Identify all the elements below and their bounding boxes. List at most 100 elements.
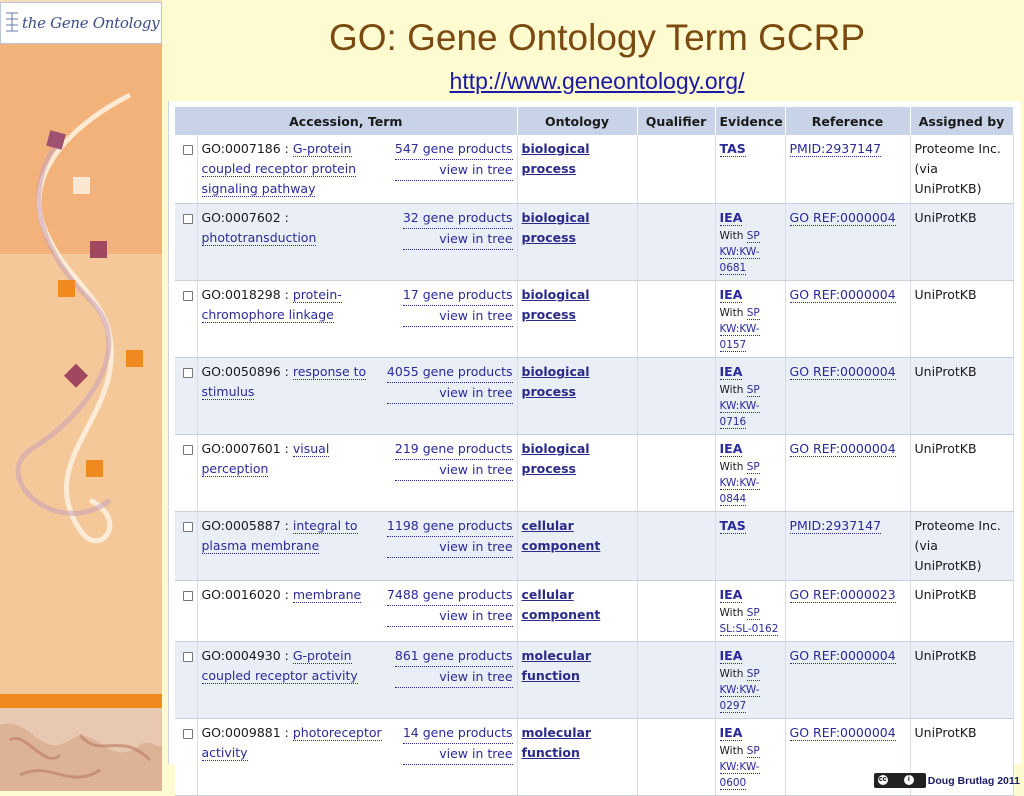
table-header-row: Accession, Term Ontology Qualifier Evide… bbox=[175, 107, 1014, 135]
reference-link[interactable]: GO REF:0000023 bbox=[789, 587, 896, 603]
ontology-link[interactable]: cellular component bbox=[522, 587, 601, 622]
accession-term-cell: 547 gene products view in tree GO:000718… bbox=[197, 135, 518, 204]
go-term-link[interactable]: G-protein coupled receptor protein signa… bbox=[201, 141, 357, 197]
ontology-link[interactable]: biological process bbox=[522, 441, 590, 476]
ontology-cell: biological process bbox=[517, 434, 638, 512]
row-checkbox[interactable] bbox=[183, 591, 193, 601]
row-checkbox[interactable] bbox=[183, 145, 193, 155]
row-checkbox[interactable] bbox=[183, 368, 193, 378]
ontology-tree-icon bbox=[6, 12, 18, 32]
header-assigned-by[interactable]: Assigned by bbox=[910, 107, 1014, 135]
evidence-code-link[interactable]: IEA bbox=[719, 364, 743, 380]
header-reference[interactable]: Reference bbox=[785, 107, 911, 135]
go-term-link[interactable]: integral to plasma membrane bbox=[201, 518, 358, 554]
ontology-aspect: molecular bbox=[521, 648, 592, 663]
with-reference-link[interactable]: SP KW:KW-0844 bbox=[719, 461, 760, 506]
qualifier-cell bbox=[637, 718, 716, 796]
row-select-cell bbox=[175, 280, 198, 358]
evidence-code-link[interactable]: TAS bbox=[719, 141, 746, 157]
ontology-link[interactable]: cellular component bbox=[522, 518, 601, 553]
view-in-tree-link[interactable]: view in tree bbox=[394, 667, 513, 688]
view-in-tree-link[interactable]: view in tree bbox=[402, 306, 513, 327]
evidence-code-link[interactable]: IEA bbox=[719, 587, 743, 603]
row-checkbox[interactable] bbox=[183, 214, 193, 224]
reference-link[interactable]: GO REF:0000004 bbox=[789, 287, 896, 303]
with-reference-link[interactable]: SP KW:KW-0716 bbox=[719, 384, 760, 429]
geneontology-link[interactable]: http://www.geneontology.org/ bbox=[449, 68, 745, 94]
gene-products-link[interactable]: 14 gene products bbox=[402, 723, 513, 744]
gene-products-link[interactable]: 1198 gene products bbox=[386, 516, 513, 537]
ontology-link[interactable]: biological process bbox=[522, 364, 590, 399]
gene-products-link[interactable]: 861 gene products bbox=[394, 646, 513, 667]
reference-link[interactable]: PMID:2937147 bbox=[789, 518, 882, 534]
with-reference-link[interactable]: SP KW:KW-0600 bbox=[719, 745, 760, 790]
reference-cell: GO REF:0000004 bbox=[785, 357, 911, 435]
ontology-aspect: biological bbox=[521, 210, 590, 225]
table-row: 7488 gene products view in tree GO:00160… bbox=[175, 580, 1014, 642]
ontology-aspect: biological bbox=[521, 441, 590, 456]
reference-link[interactable]: GO REF:0000004 bbox=[789, 441, 896, 457]
accession-term-cell: 14 gene products view in tree GO:0009881… bbox=[197, 718, 518, 796]
gene-products-link[interactable]: 7488 gene products bbox=[386, 585, 513, 606]
row-checkbox[interactable] bbox=[183, 445, 193, 455]
with-reference-link[interactable]: SP KW:KW-0681 bbox=[719, 230, 760, 275]
view-in-tree-link[interactable]: view in tree bbox=[402, 229, 513, 250]
gene-products-link[interactable]: 32 gene products bbox=[402, 208, 513, 229]
go-term-link[interactable]: G-protein coupled receptor activity bbox=[201, 648, 358, 684]
header-accession-term[interactable]: Accession, Term bbox=[175, 107, 518, 135]
evidence-code-link[interactable]: IEA bbox=[719, 725, 743, 741]
gene-products-link[interactable]: 547 gene products bbox=[394, 139, 513, 160]
ontology-link[interactable]: molecular function bbox=[522, 725, 592, 760]
reference-link[interactable]: PMID:2937147 bbox=[789, 141, 882, 157]
evidence-code-link[interactable]: IEA bbox=[719, 287, 743, 303]
evidence-code-link[interactable]: TAS bbox=[719, 518, 746, 534]
view-in-tree-link[interactable]: view in tree bbox=[394, 460, 513, 481]
go-term-link[interactable]: protein-chromophore linkage bbox=[201, 287, 342, 323]
header-qualifier[interactable]: Qualifier bbox=[637, 107, 716, 135]
table-row: 219 gene products view in tree GO:000760… bbox=[175, 434, 1014, 512]
row-checkbox[interactable] bbox=[183, 522, 193, 532]
assigned-by-cell: UniProtKB bbox=[910, 357, 1014, 435]
with-reference-link[interactable]: SP SL:SL-0162 bbox=[719, 607, 779, 636]
reference-link[interactable]: GO REF:0000004 bbox=[789, 725, 896, 741]
view-in-tree-link[interactable]: view in tree bbox=[394, 160, 513, 181]
view-in-tree-link[interactable]: view in tree bbox=[386, 537, 513, 558]
reference-cell: GO REF:0000004 bbox=[785, 280, 911, 358]
with-reference-link[interactable]: SP KW:KW-0157 bbox=[719, 307, 760, 352]
header-evidence[interactable]: Evidence bbox=[715, 107, 786, 135]
square-mauve-2-icon bbox=[90, 241, 107, 258]
gene-products-link[interactable]: 4055 gene products bbox=[386, 362, 513, 383]
reference-link[interactable]: GO REF:0000004 bbox=[789, 210, 896, 226]
ontology-link[interactable]: biological process bbox=[522, 141, 590, 176]
gene-products-link[interactable]: 219 gene products bbox=[394, 439, 513, 460]
row-checkbox[interactable] bbox=[183, 729, 193, 739]
ontology-link[interactable]: biological process bbox=[522, 287, 590, 322]
with-label: With bbox=[719, 668, 744, 680]
go-term-link[interactable]: membrane bbox=[292, 587, 362, 603]
row-checkbox[interactable] bbox=[183, 291, 193, 301]
reference-link[interactable]: GO REF:0000004 bbox=[789, 648, 896, 664]
gene-products-link[interactable]: 17 gene products bbox=[402, 285, 513, 306]
annotation-panel: Accession, Term Ontology Qualifier Evide… bbox=[168, 101, 1021, 796]
view-in-tree-link[interactable]: view in tree bbox=[386, 383, 513, 404]
go-term-link[interactable]: photoreceptor activity bbox=[201, 725, 382, 761]
ontology-aspect: biological bbox=[521, 141, 590, 156]
table-row: 861 gene products view in tree GO:000493… bbox=[175, 641, 1014, 719]
view-in-tree-link[interactable]: view in tree bbox=[402, 744, 513, 765]
go-term-link[interactable]: response to stimulus bbox=[201, 364, 367, 400]
qualifier-cell bbox=[637, 135, 716, 204]
evidence-code-link[interactable]: IEA bbox=[719, 648, 743, 664]
reference-link[interactable]: GO REF:0000004 bbox=[789, 364, 896, 380]
header-ontology[interactable]: Ontology bbox=[517, 107, 638, 135]
evidence-code-link[interactable]: IEA bbox=[719, 210, 743, 226]
view-in-tree-link[interactable]: view in tree bbox=[386, 606, 513, 627]
evidence-code-link[interactable]: IEA bbox=[719, 441, 743, 457]
go-term-link[interactable]: phototransduction bbox=[201, 230, 317, 246]
row-checkbox[interactable] bbox=[183, 652, 193, 662]
ontology-link[interactable]: biological process bbox=[522, 210, 590, 245]
with-reference-link[interactable]: SP KW:KW-0297 bbox=[719, 668, 760, 713]
ontology-link[interactable]: molecular function bbox=[522, 648, 592, 683]
go-term-link[interactable]: visual perception bbox=[201, 441, 330, 477]
ontology-type: function bbox=[521, 668, 580, 683]
go-accession-id: GO:0018298 : bbox=[201, 287, 289, 302]
